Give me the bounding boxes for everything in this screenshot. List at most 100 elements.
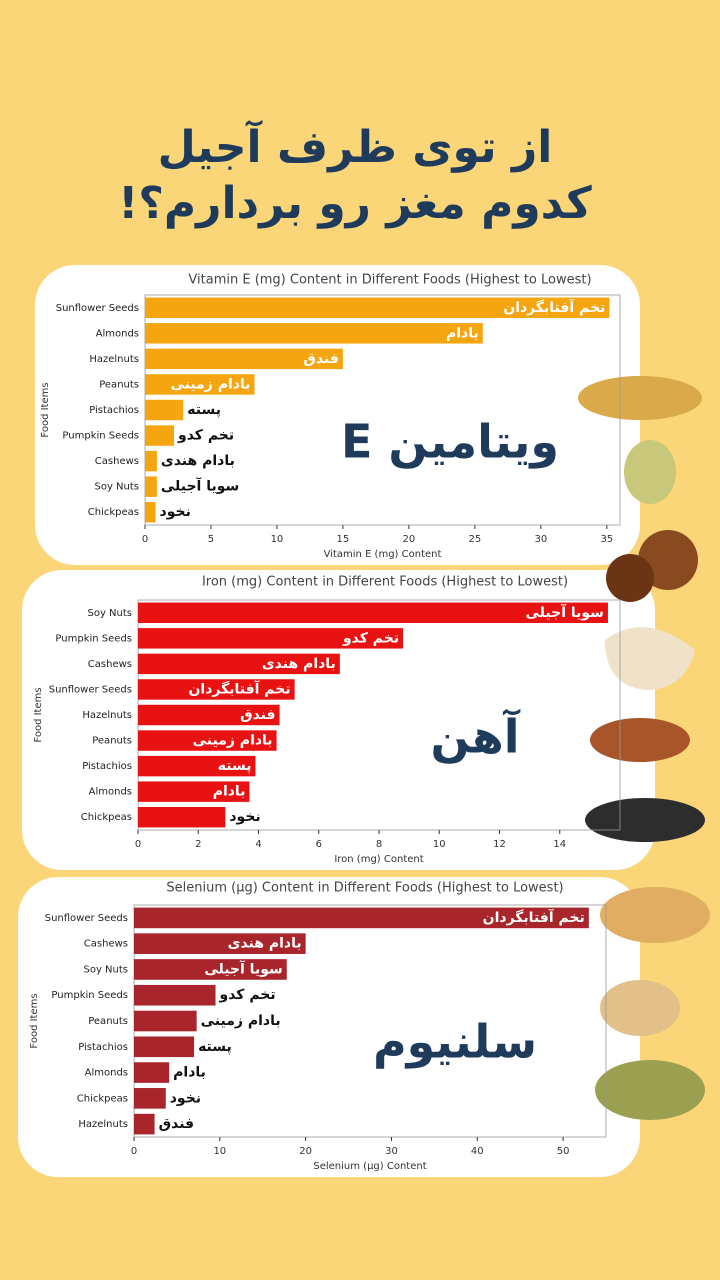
bar-label: سویا آجیلی [204,959,282,977]
x-tick-label: 20 [403,534,416,545]
bar [134,1036,195,1058]
bar [145,476,157,497]
bar [134,1088,166,1109]
y-tick-label: Pistachios [78,1042,128,1053]
bar-label: سویا آجیلی [161,477,239,495]
y-tick-label: Chickpeas [77,1093,128,1104]
y-tick-label: Sunflower Seeds [45,913,128,924]
x-tick-label: 14 [553,839,566,850]
nut-decorations [578,376,710,1120]
x-tick-label: 0 [142,534,148,545]
y-tick-label: Hazelnuts [82,710,132,721]
bar-label: تخم آفتابگردان [503,298,605,316]
bar-label: تخم آفتابگردان [483,908,585,926]
bar-label: فندق [240,707,276,723]
overlay-label: ویتامین E [341,415,559,469]
y-tick-label: Pistachios [89,405,139,416]
bar-label: بادام زمینی [193,733,273,749]
x-tick-label: 4 [255,839,261,850]
bar-label: تخم آفتابگردان [188,679,290,697]
x-tick-label: 10 [271,534,284,545]
x-tick-label: 8 [376,839,382,850]
bar [145,399,184,421]
x-tick-label: 6 [316,839,322,850]
bar-label: بادام هندی [161,453,235,469]
bar-label: نخود [229,809,260,825]
x-tick-label: 20 [299,1146,312,1157]
y-tick-label: Soy Nuts [83,964,128,975]
y-tick-label: Hazelnuts [89,354,139,365]
bar [134,907,589,929]
y-tick-label: Peanuts [88,1016,128,1027]
bar-label: پسته [187,402,221,418]
x-tick-label: 10 [433,839,446,850]
bar-label: سویا آجیلی [526,603,604,621]
chart-title: Iron (mg) Content in Different Foods (Hi… [202,575,568,590]
x-tick-label: 35 [600,534,613,545]
x-tick-label: 5 [208,534,214,545]
bar-label: فندق [159,1116,195,1132]
y-tick-label: Pumpkin Seeds [62,431,139,442]
bar-label: تخم کدو [219,987,276,1003]
y-tick-label: Peanuts [99,379,139,390]
bar-label: بادام زمینی [171,376,251,392]
x-tick-label: 40 [471,1146,484,1157]
bar-label: نخود [160,504,191,520]
bar [138,704,280,726]
y-tick-label: Cashews [84,939,128,950]
bar-label: بادام [213,784,246,800]
x-tick-label: 30 [385,1146,398,1157]
y-tick-label: Pistachios [82,761,132,772]
y-tick-label: Pumpkin Seeds [55,633,132,644]
bar-label: بادام [173,1065,206,1081]
y-tick-label: Cashews [95,456,139,467]
bar [145,502,156,523]
bar [138,781,250,802]
bar [134,933,306,954]
headline: کدوم مغز رو بردارم؟! [118,178,592,229]
bar [138,628,404,649]
bar-label: بادام [446,325,479,341]
bar [145,348,343,370]
y-tick-label: Pumpkin Seeds [51,990,128,1001]
x-tick-label: 25 [468,534,481,545]
x-tick-label: 0 [135,839,141,850]
y-tick-label: Hazelnuts [78,1119,128,1130]
bar [138,602,608,623]
x-tick-label: 30 [534,534,547,545]
x-axis-label: Iron (mg) Content [334,854,423,865]
bar [138,679,295,700]
bar [134,1062,170,1083]
bar-label: بادام زمینی [201,1013,281,1029]
bar-label: بادام هندی [262,656,336,672]
bar [134,959,287,980]
overlay-label: آهن [430,709,520,764]
y-tick-label: Almonds [96,328,139,339]
bar-label: تخم کدو [177,428,234,444]
x-tick-label: 12 [493,839,506,850]
bar [138,653,340,675]
y-tick-label: Cashews [88,659,132,670]
bar-label: پسته [218,758,252,774]
chart-title: Vitamin E (mg) Content in Different Food… [188,273,591,288]
bar [134,1010,197,1032]
y-axis-label: Food Items [33,687,44,742]
y-tick-label: Soy Nuts [94,482,139,493]
bar [145,374,255,395]
y-tick-label: Sunflower Seeds [49,684,132,695]
bar-label: پسته [198,1039,232,1055]
overlay-label: سلنیوم [373,1015,537,1069]
bar-label: بادام هندی [228,936,302,952]
x-axis-label: Vitamin E (mg) Content [324,549,442,560]
y-axis-label: Food Items [29,993,40,1048]
bar-label: نخود [170,1090,201,1106]
bar [145,450,157,472]
bar-label: فندق [303,351,339,367]
chart-title: Selenium (µg) Content in Different Foods… [166,881,563,896]
y-tick-label: Sunflower Seeds [56,303,139,314]
x-tick-label: 10 [213,1146,226,1157]
bar [138,807,226,828]
bar [145,297,610,318]
